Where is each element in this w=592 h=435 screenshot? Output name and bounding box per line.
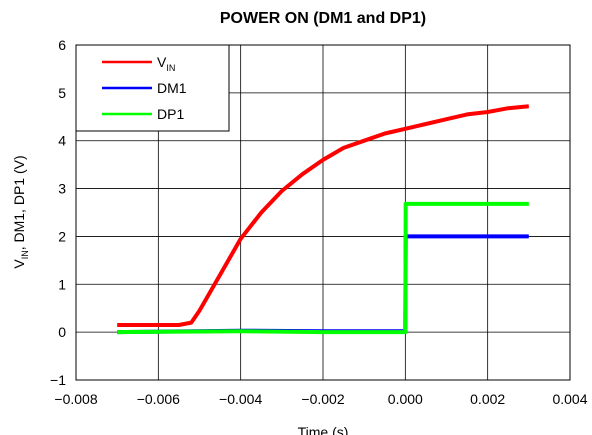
- series-layer: [117, 104, 529, 335]
- x-tick-label: −0.004: [219, 391, 262, 407]
- plot-frame: [75, 44, 571, 381]
- legend-label: DP1: [157, 106, 184, 122]
- tick-labels: −0.008 −0.006 −0.004 −0.002 0.000 0.002 0.004 −…: [50, 37, 588, 407]
- x-tick-label: −0.006: [137, 391, 180, 407]
- legend-box: [75, 44, 230, 132]
- legend: VIN DM1 DP1: [75, 44, 230, 132]
- y-axis-label: VIN, DM1, DP1 (V): [11, 155, 30, 268]
- x-tick-label: 0.000: [388, 391, 423, 407]
- y-tick-label: 6: [58, 37, 66, 53]
- y-tick-label: −1: [50, 372, 66, 388]
- y-tick-label: 5: [58, 85, 66, 101]
- legend-label: VIN: [157, 54, 175, 73]
- series-line-dp1: [117, 201, 529, 335]
- x-tick-label: −0.008: [54, 391, 97, 407]
- y-tick-label: 1: [58, 276, 66, 292]
- y-tick-label: 4: [58, 133, 66, 149]
- x-tick-label: 0.002: [470, 391, 505, 407]
- y-tick-label: 2: [58, 228, 66, 244]
- x-tick-label: −0.002: [301, 391, 344, 407]
- chart-title: POWER ON (DM1 and DP1): [220, 10, 426, 27]
- y-tick-label: 3: [58, 181, 66, 197]
- y-tick-label: 0: [58, 324, 66, 340]
- legend-label: DM1: [157, 80, 187, 96]
- x-axis-label: Time (s): [298, 424, 349, 435]
- x-tick-label: 0.004: [552, 391, 587, 407]
- grid: [76, 45, 570, 380]
- series-line-vin: [117, 104, 529, 327]
